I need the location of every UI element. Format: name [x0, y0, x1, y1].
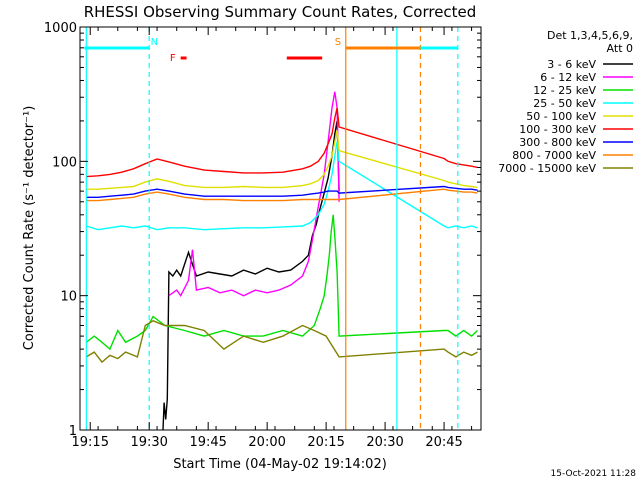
series-line-2 — [85, 214, 478, 351]
series-line-4 — [86, 130, 478, 190]
series-line-5 — [86, 107, 478, 178]
legend-header-1: Att 0 — [607, 42, 633, 55]
x-tick-label-5: 20:30 — [366, 435, 403, 450]
legend-label-3: 25 - 50 keV — [533, 97, 596, 110]
y-axis-label: Corrected Count Rate (s⁻¹ detector⁻¹) — [22, 106, 37, 351]
series-line-6 — [86, 185, 478, 199]
x-axis-label: Start Time (04-May-02 19:14:02) — [173, 457, 387, 472]
axis-layer: 19:15 19:30 19:45 20:00 20:15 20:30 20:45 1 10 10… — [44, 21, 481, 450]
x-tick-label-2: 19:45 — [189, 435, 226, 450]
series-line-0 — [162, 120, 340, 430]
annotation-layer — [84, 27, 459, 430]
legend-label-6: 300 - 800 keV — [519, 136, 596, 149]
plot-frame — [79, 26, 482, 431]
y-tick-label-0: 1 — [69, 424, 77, 439]
mode-label-2: S — [335, 37, 341, 48]
y-tick-label-1: 10 — [60, 290, 77, 305]
legend-label-1: 6 - 12 keV — [540, 71, 596, 84]
mode-label-1: F — [170, 53, 176, 64]
mode-label-0: N — [151, 37, 158, 48]
legend-header-0: Det 1,3,4,5,6,9, — [547, 29, 633, 42]
series-line-3 — [86, 141, 478, 231]
legend-label-5: 100 - 300 keV — [519, 123, 596, 136]
x-tick-label-0: 19:15 — [72, 435, 109, 450]
x-tick-label-6: 20:45 — [425, 435, 462, 450]
series-layer — [85, 91, 478, 430]
x-tick-label-1: 19:30 — [130, 435, 167, 450]
footer-timestamp: 15-Oct-2021 11:28 — [551, 469, 637, 479]
x-tick-label-3: 20:00 — [248, 435, 285, 450]
legend-label-0: 3 - 6 keV — [547, 58, 596, 71]
legend-label-4: 50 - 100 keV — [526, 110, 596, 123]
y-tick-label-2: 100 — [52, 155, 77, 170]
series-line-7 — [86, 188, 478, 202]
legend-label-2: 12 - 25 keV — [533, 84, 596, 97]
x-tick-label-4: 20:15 — [307, 435, 344, 450]
y-tick-label-3: 1000 — [44, 21, 77, 36]
legend-label-8: 7000 - 15000 keV — [498, 162, 596, 175]
series-line-8 — [85, 320, 478, 364]
chart-title: RHESSI Observing Summary Count Rates, Co… — [84, 3, 477, 21]
legend-label-7: 800 - 7000 keV — [512, 149, 596, 162]
